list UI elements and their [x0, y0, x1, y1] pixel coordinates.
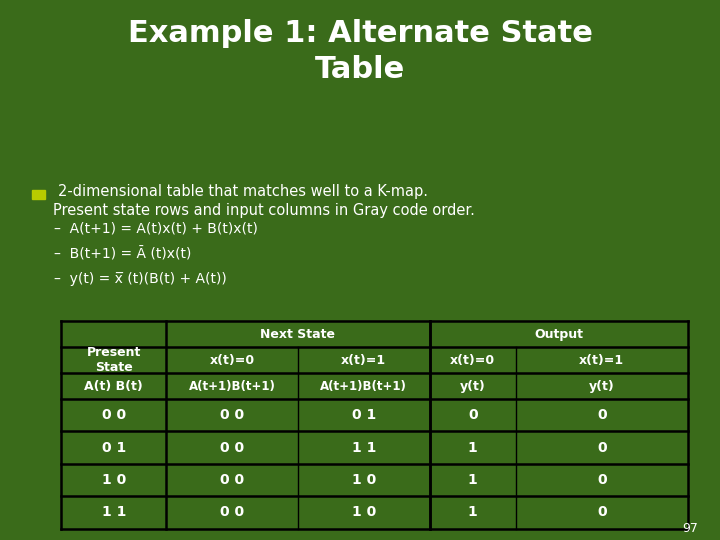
- Text: –  A(t+1) = A(t)x(t) + B(t)x(t): – A(t+1) = A(t)x(t) + B(t)x(t): [54, 222, 258, 236]
- Text: 0 0: 0 0: [220, 441, 244, 455]
- Text: 0 0: 0 0: [220, 505, 244, 519]
- Text: 0: 0: [468, 408, 477, 422]
- Text: A(t+1)B(t+1): A(t+1)B(t+1): [320, 380, 408, 393]
- Text: Example 1: Alternate State
Table: Example 1: Alternate State Table: [127, 19, 593, 84]
- Bar: [32, 190, 45, 199]
- Text: 1: 1: [468, 505, 477, 519]
- Text: x(t)=0: x(t)=0: [210, 354, 255, 367]
- Text: Output: Output: [534, 328, 583, 341]
- Text: Present state rows and input columns in Gray code order.: Present state rows and input columns in …: [53, 203, 474, 218]
- Text: x(t)=1: x(t)=1: [579, 354, 624, 367]
- Text: Present
State: Present State: [86, 346, 141, 374]
- Text: 1: 1: [468, 441, 477, 455]
- Text: –  B(t+1) = Ā (t)x(t): – B(t+1) = Ā (t)x(t): [54, 247, 192, 261]
- Text: 0: 0: [597, 441, 606, 455]
- Text: 0 1: 0 1: [351, 408, 376, 422]
- Text: 0: 0: [597, 408, 606, 422]
- Text: 1 0: 1 0: [351, 473, 376, 487]
- Text: 0 0: 0 0: [220, 473, 244, 487]
- Text: 1 1: 1 1: [102, 505, 126, 519]
- Text: Next State: Next State: [261, 328, 336, 341]
- Text: y(t): y(t): [460, 380, 485, 393]
- Text: 0 1: 0 1: [102, 441, 126, 455]
- Text: 1 0: 1 0: [102, 473, 126, 487]
- Text: A(t) B(t): A(t) B(t): [84, 380, 143, 393]
- Text: 2-dimensional table that matches well to a K-map.: 2-dimensional table that matches well to…: [58, 184, 428, 199]
- Text: 1 1: 1 1: [351, 441, 376, 455]
- Text: 0: 0: [597, 473, 606, 487]
- Text: 1 0: 1 0: [351, 505, 376, 519]
- Text: 0 0: 0 0: [220, 408, 244, 422]
- Text: x(t)=0: x(t)=0: [450, 354, 495, 367]
- Text: –  y(t) = x̅ (t)(B(t) + A(t)): – y(t) = x̅ (t)(B(t) + A(t)): [54, 272, 227, 286]
- Text: 97: 97: [683, 522, 698, 535]
- Text: A(t+1)B(t+1): A(t+1)B(t+1): [189, 380, 276, 393]
- Text: 0: 0: [597, 505, 606, 519]
- Text: 0 0: 0 0: [102, 408, 126, 422]
- Text: 1: 1: [468, 473, 477, 487]
- Text: y(t): y(t): [589, 380, 615, 393]
- Text: x(t)=1: x(t)=1: [341, 354, 387, 367]
